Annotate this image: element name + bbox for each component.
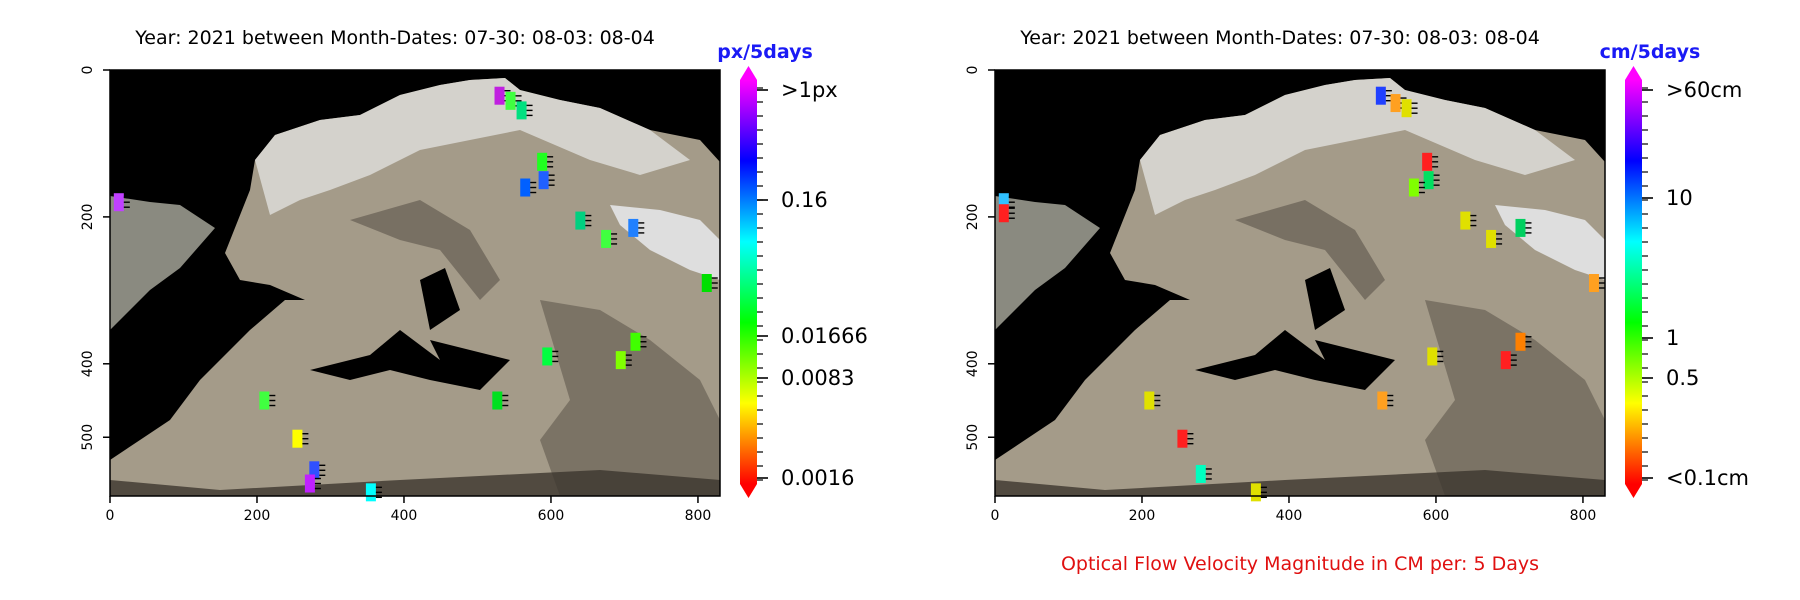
velocity-marker <box>538 171 555 190</box>
velocity-marker <box>1144 391 1161 410</box>
velocity-marker <box>1427 347 1444 366</box>
velocity-marker <box>1422 152 1439 171</box>
y-tick-label: 200 <box>965 204 981 231</box>
colorbar-unit: px/5days <box>717 41 813 63</box>
colorbar-tick-label: >60cm <box>1666 78 1742 102</box>
colorbar-min-arrow <box>1625 484 1642 498</box>
y-tick-label: 0 <box>965 66 981 75</box>
x-tick-label: 400 <box>391 508 418 524</box>
velocity-marker <box>1401 99 1418 118</box>
velocity-marker <box>701 274 718 292</box>
chart-title: Year: 2021 between Month-Dates: 07-30: 0… <box>134 27 655 49</box>
colorbar-tick-label: 1 <box>1666 326 1679 350</box>
velocity-marker <box>1486 229 1503 248</box>
colorbar-tick-label: 10 <box>1666 186 1693 210</box>
velocity-marker <box>1515 332 1532 351</box>
velocity-marker <box>1408 178 1425 197</box>
velocity-marker <box>1588 274 1605 292</box>
y-tick-label: 200 <box>80 204 96 231</box>
axes: 0 200 400 600 800 0 200 400 500 <box>965 66 1596 524</box>
velocity-marker <box>628 218 645 237</box>
colorbar-tick-label: 0.5 <box>1666 366 1699 390</box>
velocity-marker <box>304 474 321 493</box>
plot-frame <box>109 69 721 497</box>
velocity-marker <box>542 347 559 366</box>
velocity-marker <box>516 101 533 120</box>
colorbar-tick-label: 0.0083 <box>781 366 854 390</box>
velocity-marker <box>292 429 309 448</box>
velocity-marker <box>259 391 276 410</box>
velocity-marker <box>998 204 1015 223</box>
colorbar-max-arrow <box>740 66 757 80</box>
velocity-markers <box>113 86 718 502</box>
velocity-markers <box>998 86 1605 502</box>
colorbar: >60cm 10 1 0.5 <0.1cm <box>1625 66 1749 498</box>
y-tick-label: 400 <box>965 350 981 377</box>
velocity-marker <box>309 461 326 480</box>
plot-frame <box>994 69 1606 497</box>
colorbar-tick-label: >1px <box>781 78 838 102</box>
x-tick-label: 200 <box>244 508 271 524</box>
colorbar-gradient <box>740 80 757 484</box>
velocity-marker <box>113 193 130 212</box>
y-tick-label: 500 <box>965 424 981 451</box>
x-tick-label: 800 <box>685 508 712 524</box>
velocity-marker <box>998 193 1015 212</box>
velocity-marker <box>537 152 554 171</box>
terrain-image <box>995 70 1605 496</box>
figure-caption: Optical Flow Velocity Magnitude in CM pe… <box>1061 553 1539 575</box>
velocity-marker <box>1250 483 1267 502</box>
velocity-marker <box>630 332 647 351</box>
velocity-marker <box>615 351 632 370</box>
right-chart: Year: 2021 between Month-Dates: 07-30: 0… <box>965 27 1749 575</box>
colorbar-unit: cm/5days <box>1600 41 1701 63</box>
velocity-marker <box>1423 171 1440 190</box>
y-tick-label: 0 <box>80 66 96 75</box>
velocity-marker <box>365 483 382 502</box>
colorbar-tick-label: 0.01666 <box>781 324 868 348</box>
velocity-marker <box>1195 464 1212 483</box>
velocity-marker <box>1177 429 1194 448</box>
x-tick-label: 600 <box>538 508 565 524</box>
right-panel: Year: 2021 between Month-Dates: 07-30: 0… <box>885 0 1785 600</box>
chart-title: Year: 2021 between Month-Dates: 07-30: 0… <box>1019 27 1540 49</box>
x-tick-label: 0 <box>991 508 1000 524</box>
colorbar: >1px 0.16 0.01666 0.0083 0.0016 <box>740 66 868 498</box>
y-tick-label: 400 <box>80 350 96 377</box>
left-chart: Year: 2021 between Month-Dates: 07-30: 0… <box>80 27 868 524</box>
x-tick-label: 200 <box>1129 508 1156 524</box>
colorbar-min-arrow <box>740 484 757 498</box>
velocity-marker <box>1515 218 1532 237</box>
velocity-marker <box>1500 351 1517 370</box>
velocity-marker <box>492 391 509 410</box>
colorbar-gradient <box>1625 80 1642 484</box>
velocity-marker <box>575 211 592 230</box>
x-tick-label: 400 <box>1276 508 1303 524</box>
x-tick-label: 0 <box>106 508 115 524</box>
velocity-marker <box>520 178 537 197</box>
velocity-marker <box>601 229 618 248</box>
velocity-marker <box>1377 391 1394 410</box>
colorbar-tick-label: 0.16 <box>781 188 828 212</box>
terrain-image <box>110 70 720 496</box>
x-tick-label: 800 <box>1570 508 1597 524</box>
colorbar-max-arrow <box>1625 66 1642 80</box>
colorbar-tick-label: <0.1cm <box>1666 466 1749 490</box>
velocity-marker <box>1460 211 1477 230</box>
colorbar-tick-label: 0.0016 <box>781 466 854 490</box>
x-tick-label: 600 <box>1423 508 1450 524</box>
y-tick-label: 500 <box>80 424 96 451</box>
left-panel: Year: 2021 between Month-Dates: 07-30: 0… <box>80 27 868 524</box>
axes: 0 200 400 600 800 0 200 400 500 <box>80 66 711 524</box>
